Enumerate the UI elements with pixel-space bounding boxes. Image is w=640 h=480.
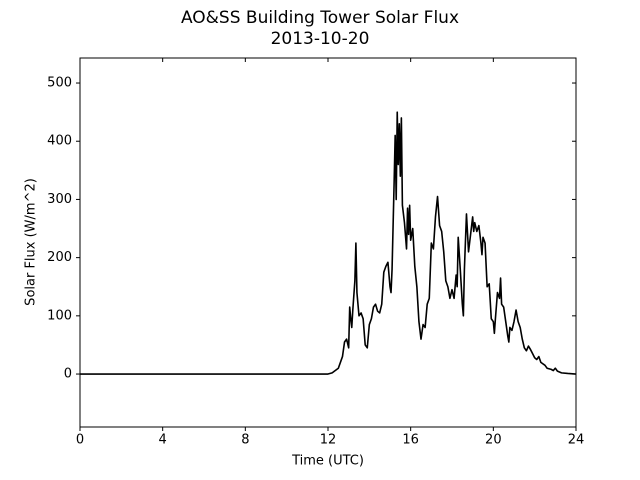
- y-tick-label: 0: [64, 367, 72, 382]
- x-tick-label: 8: [241, 433, 249, 448]
- y-axis-label: Solar Flux (W/m^2): [24, 178, 39, 306]
- data-line: [80, 111, 577, 375]
- x-tick-label: 0: [76, 433, 84, 448]
- plot-frame: [79, 57, 577, 428]
- y-tick-label: 200: [47, 250, 72, 265]
- chart-subtitle: 2013-10-20: [271, 29, 370, 49]
- y-tick-label: 500: [47, 76, 72, 91]
- x-tick-label: 24: [568, 433, 585, 448]
- x-axis-label: Time (UTC): [291, 454, 364, 469]
- x-tick-label: 16: [402, 433, 419, 448]
- y-tick-label: 400: [47, 134, 72, 149]
- y-tick-label: 100: [47, 308, 72, 323]
- x-tick-label: 4: [159, 433, 167, 448]
- x-tick-label: 20: [485, 433, 502, 448]
- chart-title: AO&SS Building Tower Solar Flux: [181, 8, 459, 28]
- x-tick-label: 12: [320, 433, 337, 448]
- y-tick-label: 300: [47, 192, 72, 207]
